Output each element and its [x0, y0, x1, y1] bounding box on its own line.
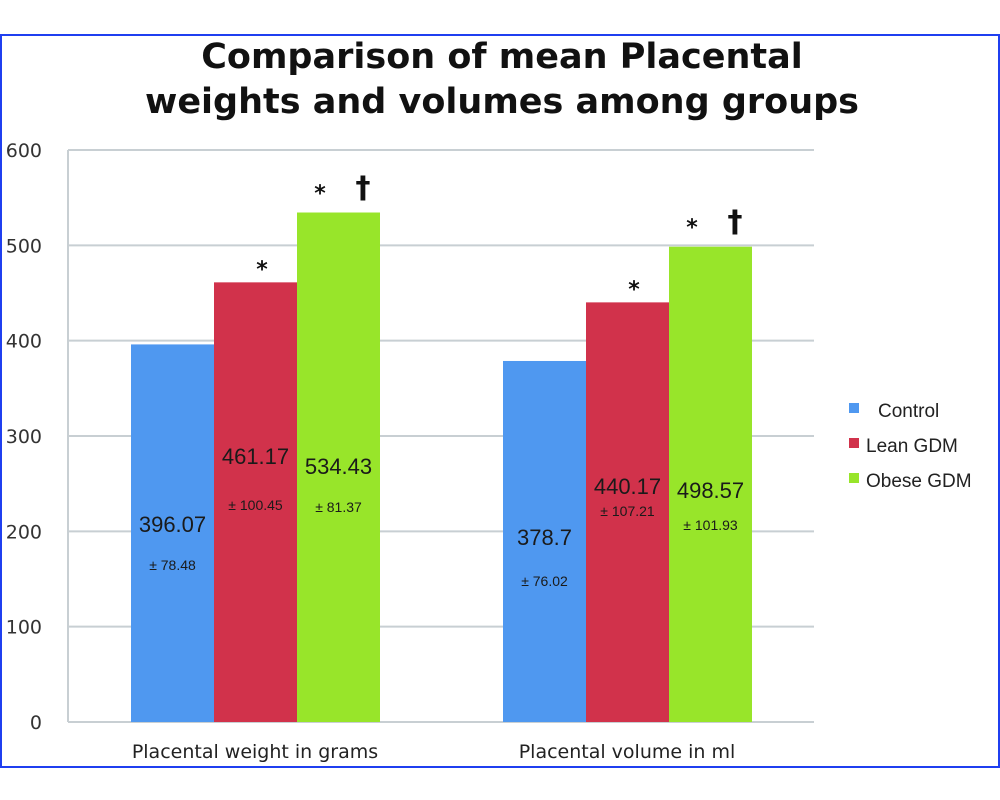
bar-obese-gdm [297, 212, 380, 722]
y-axis: 0 100 200 300 400 500 600 [6, 140, 69, 734]
sd-label: ± 107.21 [600, 503, 655, 519]
y-tick-label: 100 [6, 617, 42, 639]
y-tick-label: 500 [6, 235, 42, 257]
value-label: 440.17 [594, 474, 661, 499]
bar-obese-gdm [669, 246, 752, 722]
data-labels: 396.07 ± 78.48 461.17 ± 100.45 * 534.43 ± 81.3… [139, 171, 744, 589]
legend-label: Obese GDM [866, 471, 972, 492]
x-category-label: Placental weight in grams [132, 741, 378, 763]
y-tick-label: 300 [6, 426, 42, 448]
y-tick-label: 600 [6, 140, 42, 162]
legend-label: Lean GDM [866, 436, 958, 457]
y-tick-label: 0 [30, 712, 42, 734]
bar-lean-gdm [586, 302, 669, 722]
value-label: 461.17 [222, 444, 289, 469]
dagger-marker: † [728, 205, 743, 240]
legend-swatch [849, 438, 859, 448]
dagger-marker: † [356, 171, 371, 206]
asterisk-marker: * [256, 257, 268, 282]
x-category-label: Placental volume in ml [519, 741, 736, 763]
asterisk-marker: * [628, 277, 640, 302]
value-label: 498.57 [677, 478, 744, 503]
chart-title: Comparison of mean Placental weights and… [145, 37, 859, 122]
bar-control [131, 344, 214, 722]
x-axis: Placental weight in grams Placental volum… [132, 741, 735, 763]
legend-label: Control [878, 401, 939, 422]
chart-title-line-2: weights and volumes among groups [145, 82, 859, 122]
y-tick-label: 200 [6, 521, 42, 543]
sd-label: ± 76.02 [521, 573, 568, 589]
legend-swatch [849, 403, 859, 413]
value-label: 396.07 [139, 512, 206, 537]
sd-label: ± 78.48 [149, 557, 196, 573]
sd-label: ± 81.37 [315, 499, 362, 515]
value-label: 534.43 [305, 454, 372, 479]
bars [131, 212, 752, 722]
sd-label: ± 101.93 [683, 517, 738, 533]
asterisk-marker: * [686, 216, 698, 241]
bar-lean-gdm [214, 282, 297, 722]
asterisk-marker: * [314, 182, 326, 207]
sd-label: ± 100.45 [228, 497, 283, 513]
value-label: 378.7 [517, 525, 572, 550]
chart-title-line-1: Comparison of mean Placental [201, 37, 803, 77]
bar-control [503, 360, 586, 722]
legend-swatch [849, 473, 859, 483]
y-tick-label: 400 [6, 331, 42, 353]
legend: Control Lean GDM Obese GDM [849, 401, 972, 492]
